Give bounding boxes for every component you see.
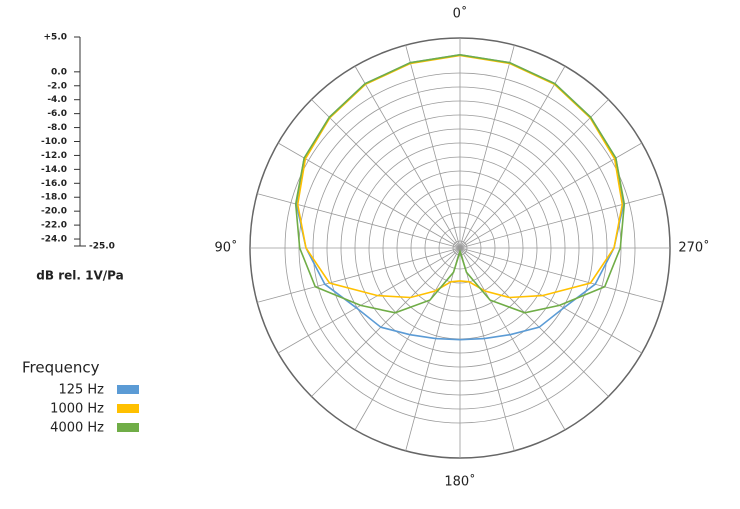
spoke — [459, 247, 609, 397]
scale-tick-label: -10.0 — [41, 137, 67, 147]
series-line — [296, 54, 624, 299]
spoke — [354, 247, 461, 431]
spoke — [459, 65, 566, 249]
legend-label: 1000 Hz — [50, 402, 104, 417]
scale-tick-label: -2.0 — [47, 81, 67, 91]
spoke — [311, 99, 461, 249]
scale-tick-label: 0.0 — [51, 67, 67, 77]
spoke — [459, 99, 609, 249]
angle-tick-label: 90˚ — [214, 240, 237, 256]
scale-tick-label: -14.0 — [41, 165, 67, 175]
scale-tick-label: -25.0 — [89, 242, 115, 252]
scale-tick-label: -12.0 — [41, 151, 67, 161]
spoke — [354, 65, 461, 249]
scale-tick-label: -18.0 — [41, 193, 67, 203]
angle-tick-label: 270˚ — [678, 240, 709, 256]
spoke — [459, 142, 643, 249]
legend-swatch — [117, 385, 139, 394]
legend-swatch — [117, 404, 139, 413]
scale-tick-label: -8.0 — [47, 123, 67, 133]
spoke — [459, 45, 515, 249]
spoke — [459, 193, 663, 249]
spoke — [405, 247, 461, 451]
spoke — [311, 247, 461, 397]
scale-tick-label: -24.0 — [41, 235, 67, 245]
scale-tick-label: -4.0 — [47, 95, 67, 105]
radial-axis-label: dB rel. 1V/Pa — [36, 269, 123, 283]
spoke — [277, 247, 461, 354]
angle-tick-label: 180˚ — [444, 474, 475, 490]
scale-tick-label: -16.0 — [41, 179, 67, 189]
legend-swatch — [117, 423, 139, 432]
legend-label: 125 Hz — [58, 383, 104, 398]
angle-tick-label: 0˚ — [453, 6, 468, 22]
spoke — [459, 247, 566, 431]
spoke — [459, 247, 643, 354]
scale-tick-label: -6.0 — [47, 109, 67, 119]
scale-tick-label: +5.0 — [44, 33, 67, 43]
legend-label: 4000 Hz — [50, 421, 104, 436]
spoke — [277, 142, 461, 249]
spoke — [257, 247, 461, 303]
spoke — [405, 45, 461, 249]
scale-tick-label: -22.0 — [41, 221, 67, 231]
scale-tick-label: -20.0 — [41, 207, 67, 217]
spoke — [459, 247, 515, 451]
spoke — [257, 193, 461, 249]
legend-title: Frequency — [22, 359, 100, 377]
spoke — [459, 247, 663, 303]
series-line — [294, 53, 626, 314]
